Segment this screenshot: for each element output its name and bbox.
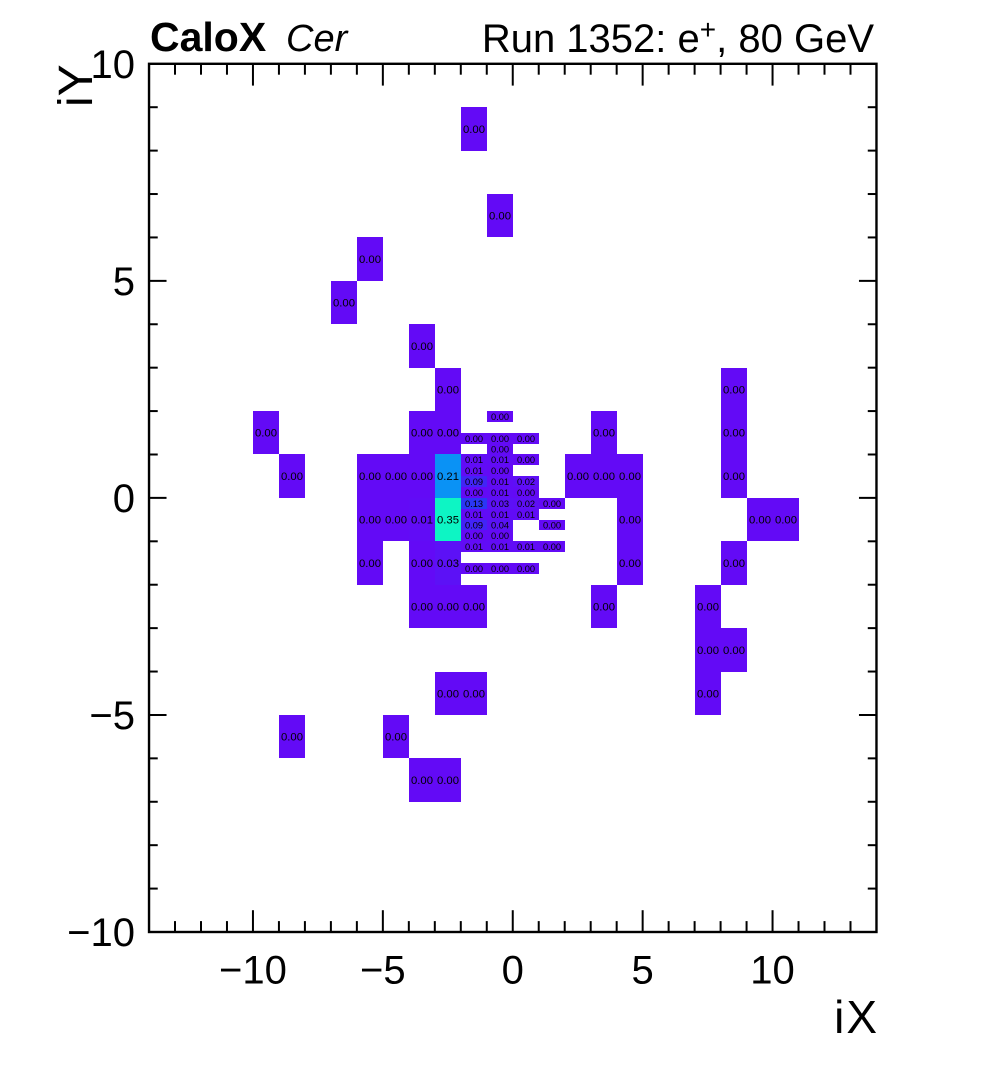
svg-text:0.00: 0.00 bbox=[465, 531, 483, 541]
svg-text:Run 1352: e+, 80 GeV: Run 1352: e+, 80 GeV bbox=[482, 14, 875, 61]
svg-text:0.00: 0.00 bbox=[723, 471, 745, 483]
svg-text:0.01: 0.01 bbox=[491, 542, 509, 552]
svg-text:0.00: 0.00 bbox=[333, 298, 355, 310]
svg-text:0.35: 0.35 bbox=[437, 515, 459, 527]
svg-text:0.00: 0.00 bbox=[411, 775, 433, 787]
svg-text:0.00: 0.00 bbox=[543, 520, 561, 530]
svg-text:0.00: 0.00 bbox=[463, 602, 485, 614]
svg-text:−10: −10 bbox=[67, 911, 135, 955]
svg-text:0.00: 0.00 bbox=[385, 515, 407, 527]
svg-text:0.13: 0.13 bbox=[465, 499, 483, 509]
svg-text:0.00: 0.00 bbox=[411, 428, 433, 440]
svg-text:0.00: 0.00 bbox=[437, 428, 459, 440]
svg-text:0.03: 0.03 bbox=[491, 499, 509, 509]
svg-text:0.00: 0.00 bbox=[359, 254, 381, 266]
svg-text:0.00: 0.00 bbox=[465, 564, 483, 574]
svg-text:0.00: 0.00 bbox=[517, 434, 535, 444]
svg-text:10: 10 bbox=[750, 949, 795, 993]
svg-text:0.00: 0.00 bbox=[517, 564, 535, 574]
svg-text:0.00: 0.00 bbox=[723, 428, 745, 440]
svg-text:5: 5 bbox=[632, 949, 654, 993]
svg-text:5: 5 bbox=[113, 260, 135, 304]
svg-text:0.00: 0.00 bbox=[593, 471, 615, 483]
svg-text:0.00: 0.00 bbox=[749, 515, 771, 527]
svg-text:0.00: 0.00 bbox=[619, 515, 641, 527]
svg-text:0.00: 0.00 bbox=[491, 466, 509, 476]
svg-text:Cer: Cer bbox=[286, 18, 349, 60]
svg-text:0.02: 0.02 bbox=[517, 499, 535, 509]
svg-text:0.00: 0.00 bbox=[543, 542, 561, 552]
svg-text:0.09: 0.09 bbox=[465, 477, 483, 487]
svg-text:0.00: 0.00 bbox=[359, 515, 381, 527]
svg-text:0.00: 0.00 bbox=[465, 434, 483, 444]
svg-text:0.01: 0.01 bbox=[465, 510, 483, 520]
svg-text:0.01: 0.01 bbox=[491, 477, 509, 487]
svg-text:iX: iX bbox=[834, 991, 879, 1043]
svg-text:0.09: 0.09 bbox=[465, 520, 483, 530]
svg-text:0.00: 0.00 bbox=[723, 385, 745, 397]
svg-text:0.00: 0.00 bbox=[281, 471, 303, 483]
svg-text:0.00: 0.00 bbox=[567, 471, 589, 483]
svg-text:0.01: 0.01 bbox=[465, 542, 483, 552]
svg-text:−5: −5 bbox=[89, 694, 135, 738]
svg-text:0.00: 0.00 bbox=[411, 341, 433, 353]
svg-text:0.00: 0.00 bbox=[437, 689, 459, 701]
svg-text:0.03: 0.03 bbox=[437, 558, 459, 570]
svg-text:0.00: 0.00 bbox=[593, 602, 615, 614]
svg-text:0.01: 0.01 bbox=[491, 510, 509, 520]
svg-text:0.01: 0.01 bbox=[465, 466, 483, 476]
svg-text:−10: −10 bbox=[219, 949, 287, 993]
svg-text:0: 0 bbox=[502, 949, 524, 993]
svg-text:0.00: 0.00 bbox=[491, 434, 509, 444]
svg-text:0.00: 0.00 bbox=[619, 558, 641, 570]
svg-text:0.00: 0.00 bbox=[593, 428, 615, 440]
svg-text:0.00: 0.00 bbox=[411, 558, 433, 570]
svg-text:−5: −5 bbox=[360, 949, 406, 993]
svg-text:0.00: 0.00 bbox=[543, 499, 561, 509]
svg-text:0.00: 0.00 bbox=[437, 775, 459, 787]
svg-text:0.00: 0.00 bbox=[281, 732, 303, 744]
svg-text:0.00: 0.00 bbox=[385, 471, 407, 483]
svg-text:0.00: 0.00 bbox=[723, 645, 745, 657]
svg-text:0.01: 0.01 bbox=[411, 515, 433, 527]
svg-text:0.00: 0.00 bbox=[255, 428, 277, 440]
svg-text:0: 0 bbox=[113, 477, 135, 521]
svg-text:0.00: 0.00 bbox=[385, 732, 407, 744]
svg-text:0.00: 0.00 bbox=[491, 412, 509, 422]
svg-text:0.00: 0.00 bbox=[411, 602, 433, 614]
svg-text:0.01: 0.01 bbox=[491, 488, 509, 498]
svg-text:0.00: 0.00 bbox=[491, 531, 509, 541]
svg-text:0.00: 0.00 bbox=[437, 385, 459, 397]
svg-text:0.00: 0.00 bbox=[517, 455, 535, 465]
svg-text:0.00: 0.00 bbox=[697, 645, 719, 657]
svg-text:0.00: 0.00 bbox=[359, 558, 381, 570]
svg-text:0.00: 0.00 bbox=[437, 602, 459, 614]
svg-text:0.01: 0.01 bbox=[517, 510, 535, 520]
svg-text:0.00: 0.00 bbox=[411, 471, 433, 483]
svg-text:0.02: 0.02 bbox=[517, 477, 535, 487]
svg-text:0.01: 0.01 bbox=[517, 542, 535, 552]
svg-text:CaloX: CaloX bbox=[150, 14, 266, 60]
svg-text:iY: iY bbox=[50, 64, 103, 107]
svg-text:0.04: 0.04 bbox=[491, 520, 509, 530]
svg-text:0.00: 0.00 bbox=[619, 471, 641, 483]
svg-text:0.00: 0.00 bbox=[491, 564, 509, 574]
svg-text:0.00: 0.00 bbox=[489, 211, 511, 223]
svg-text:0.00: 0.00 bbox=[463, 124, 485, 136]
svg-text:0.00: 0.00 bbox=[697, 602, 719, 614]
svg-text:0.00: 0.00 bbox=[697, 689, 719, 701]
svg-text:0.00: 0.00 bbox=[491, 444, 509, 454]
svg-text:0.00: 0.00 bbox=[463, 689, 485, 701]
svg-text:10: 10 bbox=[91, 43, 136, 87]
svg-text:0.00: 0.00 bbox=[723, 558, 745, 570]
svg-text:0.00: 0.00 bbox=[359, 471, 381, 483]
svg-text:0.21: 0.21 bbox=[437, 471, 459, 483]
svg-text:0.01: 0.01 bbox=[465, 455, 483, 465]
svg-text:0.00: 0.00 bbox=[775, 515, 797, 527]
svg-text:0.00: 0.00 bbox=[517, 488, 535, 498]
svg-text:0.01: 0.01 bbox=[491, 455, 509, 465]
svg-text:0.00: 0.00 bbox=[465, 488, 483, 498]
